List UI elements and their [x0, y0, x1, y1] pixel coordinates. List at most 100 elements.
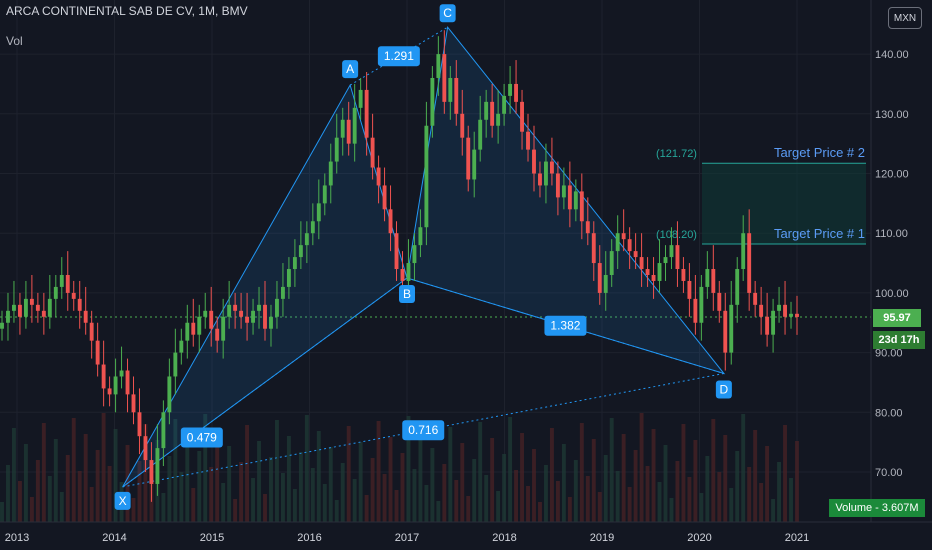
- candle-body: [251, 310, 255, 323]
- candle-body: [83, 310, 88, 323]
- volume-bar: [424, 485, 429, 522]
- volume-bar: [161, 493, 166, 522]
- volume-bar: [29, 497, 34, 522]
- volume-bar: [645, 466, 650, 522]
- volume-bar: [334, 500, 339, 522]
- volume-bar: [777, 462, 782, 522]
- candle-body: [675, 245, 680, 270]
- pattern-point-label: X: [119, 494, 127, 508]
- candle-body: [0, 322, 4, 329]
- candle-body: [472, 149, 477, 180]
- candle-body: [119, 370, 124, 377]
- candle-body: [245, 316, 250, 323]
- candle-body: [143, 436, 148, 461]
- volume-bar: [639, 413, 644, 522]
- volume-bar: [687, 477, 692, 522]
- candle-body: [185, 322, 190, 341]
- candle-body: [657, 263, 662, 281]
- x-tick-label: 2013: [5, 532, 29, 544]
- candle-body: [729, 304, 734, 353]
- pattern-ratio-line: [122, 277, 408, 488]
- candle-body: [221, 316, 226, 341]
- candle-body: [388, 209, 393, 234]
- pattern-point-label: C: [443, 6, 452, 20]
- candle-body: [579, 191, 584, 222]
- candle-body: [747, 233, 752, 293]
- candle-body: [41, 310, 46, 317]
- candle-body: [663, 257, 668, 264]
- volume-bar: [53, 439, 58, 522]
- y-tick-label: 80.00: [875, 407, 903, 419]
- candle-body: [149, 460, 154, 484]
- volume-bar: [466, 496, 471, 522]
- candle-body: [717, 292, 722, 311]
- volume-bar: [460, 443, 465, 522]
- volume-bar: [328, 447, 333, 522]
- volume-bar: [544, 465, 548, 522]
- volume-bar: [514, 470, 519, 522]
- candle-body: [334, 137, 339, 162]
- volume-bar: [340, 463, 345, 522]
- candle-body: [484, 101, 489, 120]
- pattern-point-label: A: [346, 62, 354, 76]
- candle-body: [412, 245, 417, 264]
- volume-bar: [89, 487, 94, 522]
- candle-body: [615, 233, 620, 252]
- volume-bar: [376, 421, 381, 522]
- candle-body: [310, 221, 315, 234]
- candle-body: [352, 107, 357, 144]
- volume-bar: [496, 491, 501, 522]
- candle-body: [101, 364, 106, 389]
- pattern-ratio-label: 0.479: [187, 430, 217, 444]
- volume-bar: [621, 434, 626, 522]
- candle-body: [89, 322, 94, 341]
- candle-body: [538, 173, 542, 186]
- volume-bar: [699, 493, 704, 522]
- candle-body: [549, 161, 554, 174]
- volume-bar: [269, 457, 273, 522]
- candle-body: [496, 113, 501, 126]
- target-zone: (121.72) Target Price # 2 (108.20) Target P…: [0, 145, 871, 318]
- currency-badge[interactable]: MXN: [888, 7, 922, 29]
- candle-body: [275, 298, 279, 317]
- candle-body: [711, 269, 716, 293]
- candle-body: [735, 269, 740, 305]
- volume-bar: [203, 414, 208, 522]
- volume-bar: [771, 499, 776, 522]
- candle-body: [400, 269, 405, 281]
- candle-body: [155, 448, 160, 484]
- candle-body: [6, 310, 10, 323]
- candle-body: [645, 269, 650, 275]
- candle-body: [771, 310, 776, 335]
- volume-bar: [693, 440, 698, 522]
- volume-bar: [741, 414, 746, 522]
- volume-bar: [346, 426, 351, 522]
- candle-body: [567, 185, 572, 210]
- volume-bar: [185, 435, 190, 522]
- candle-body: [137, 412, 142, 437]
- x-tick-label: 2020: [687, 532, 711, 544]
- candle-body: [555, 173, 560, 198]
- volume-indicator-label[interactable]: Vol: [6, 34, 23, 48]
- candle-body: [191, 322, 196, 335]
- candle-body: [71, 292, 76, 299]
- volume-bar: [735, 451, 740, 522]
- volume-bar: [795, 441, 799, 522]
- candle-body: [478, 119, 483, 150]
- volume-bar: [77, 471, 82, 522]
- candle-body: [627, 239, 632, 252]
- volume-bar: [83, 434, 88, 522]
- volume-bar: [573, 460, 578, 522]
- candle-body: [263, 304, 267, 329]
- candle-body: [544, 161, 548, 186]
- volume-bar: [717, 472, 722, 522]
- x-tick-label: 2021: [785, 532, 809, 544]
- x-axis: 2013 2014 2015 2016 2017 2018 2019 2020 2021: [5, 532, 809, 544]
- volume-bar: [729, 488, 734, 522]
- y-axis: 70.00 80.00 90.00 100.00 110.00 120.00 130.00 1…: [875, 49, 909, 479]
- volume-bar: [454, 480, 459, 522]
- volume-bar: [23, 444, 28, 522]
- volume-bar: [59, 492, 64, 522]
- candle-body: [257, 304, 261, 311]
